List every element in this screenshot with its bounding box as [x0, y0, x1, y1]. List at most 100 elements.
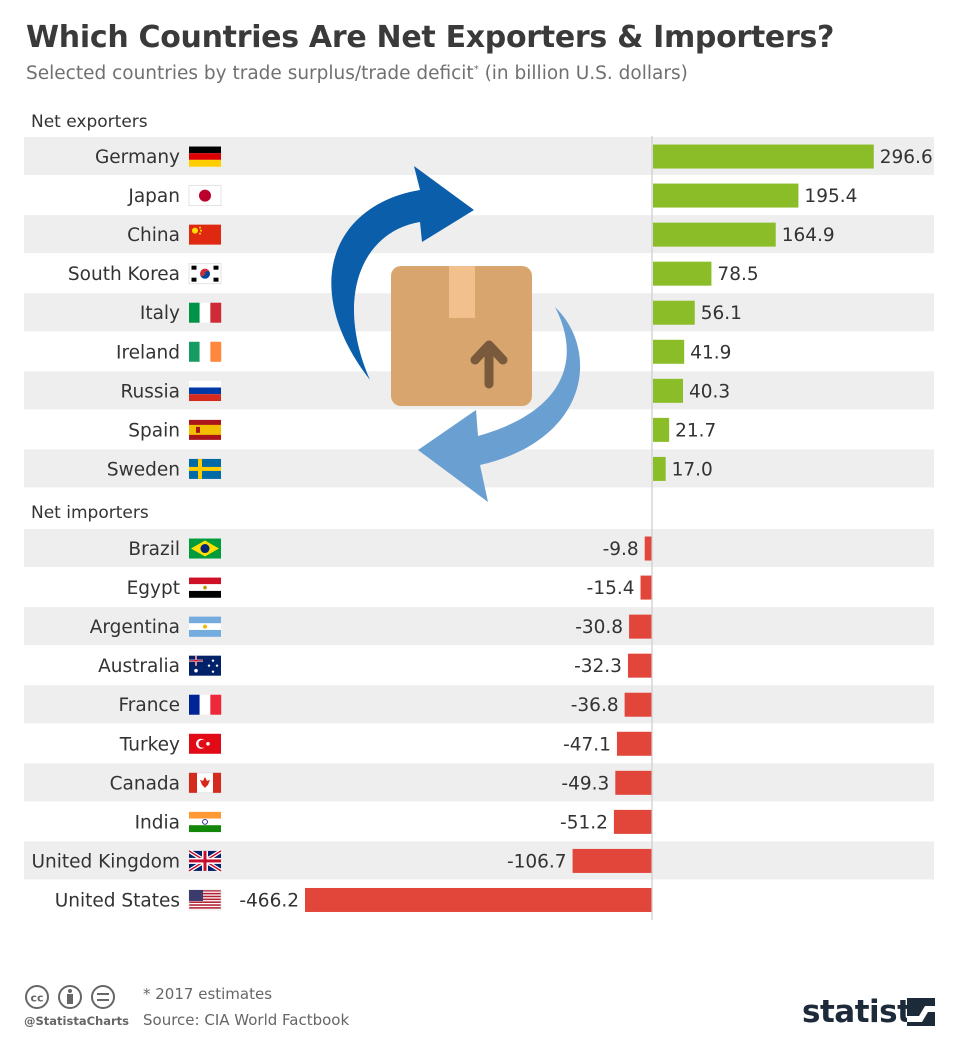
row-stripe: [24, 529, 934, 568]
chart-subtitle: Selected countries by trade surplus/trad…: [26, 63, 688, 84]
footer-handle: @StatistaCharts: [24, 1014, 129, 1028]
bars: [305, 144, 874, 912]
circular-arrow-light-icon: [418, 307, 581, 502]
value-label: 164.9: [782, 225, 835, 246]
south-korea-flag-icon: [188, 263, 222, 285]
row-stripe: [24, 215, 934, 254]
section-label: Net importers: [31, 503, 149, 523]
bar[interactable]: [653, 300, 695, 325]
row-stripe: [24, 763, 934, 802]
category-label: Argentina: [90, 617, 180, 638]
japan-flag-icon: [188, 185, 222, 206]
united-kingdom-flag-icon: [187, 849, 223, 873]
value-label: -47.1: [563, 734, 611, 755]
value-label: -30.8: [575, 617, 623, 638]
russia-flag-icon: [189, 380, 221, 402]
cc-icon: cc: [25, 985, 49, 1009]
argentina-flag-icon: [189, 616, 221, 637]
statista-logo-icon: [907, 998, 935, 1026]
canada-flag-icon: [188, 772, 222, 794]
bar[interactable]: [653, 456, 666, 481]
category-label: India: [135, 812, 180, 833]
attribution-icon: [58, 985, 82, 1009]
value-label: -466.2: [239, 890, 299, 911]
category-label: Russia: [120, 381, 180, 402]
value-label: -9.8: [603, 539, 639, 560]
bar[interactable]: [640, 575, 652, 600]
value-label: -51.2: [560, 812, 608, 833]
china-flag-icon: [189, 224, 221, 245]
value-label: 296.6: [880, 147, 933, 168]
footer-note: * 2017 estimates: [143, 985, 273, 1003]
category-label: Australia: [98, 656, 180, 677]
brazil-flag-icon: [189, 538, 221, 559]
france-flag-icon: [189, 694, 222, 715]
row-stripes: [24, 137, 934, 880]
bar[interactable]: [653, 339, 685, 364]
category-label: United States: [55, 890, 180, 911]
subtitle-footnote-mark: *: [473, 63, 479, 75]
category-label: France: [118, 695, 180, 716]
united-states-flag-icon: [188, 889, 222, 911]
category-label: Japan: [127, 186, 180, 207]
value-label: -49.3: [561, 773, 609, 794]
turkey-flag-icon: [189, 733, 221, 754]
germany-flag-icon: [189, 146, 221, 167]
category-label: Italy: [140, 303, 180, 324]
category-label: Turkey: [119, 734, 180, 755]
footer-source[interactable]: Source: CIA World Factbook: [143, 1011, 350, 1029]
subtitle-text: Selected countries by trade surplus/trad…: [26, 63, 474, 84]
bar[interactable]: [624, 692, 652, 717]
category-label: Egypt: [127, 578, 180, 599]
category-label: Sweden: [107, 459, 180, 480]
chart-title: Which Countries Are Net Exporters & Impo…: [26, 20, 835, 55]
row-stripe: [24, 685, 934, 724]
bar[interactable]: [305, 887, 652, 912]
bar[interactable]: [653, 378, 683, 403]
bar[interactable]: [616, 731, 652, 756]
package-box-icon: [391, 266, 532, 406]
bar[interactable]: [629, 614, 652, 639]
row-stripe: [24, 607, 934, 646]
no-derivatives-icon: [91, 985, 115, 1009]
value-label: 17.0: [672, 459, 713, 480]
row-stripe: [24, 841, 934, 880]
value-label: -36.8: [571, 695, 619, 716]
category-label: Germany: [95, 147, 180, 168]
value-label: -106.7: [507, 851, 567, 872]
bar[interactable]: [653, 222, 776, 247]
bar[interactable]: [627, 653, 652, 678]
bar[interactable]: [653, 183, 799, 208]
australia-flag-icon: [189, 655, 221, 676]
spain-flag-icon: [189, 419, 221, 440]
subtitle-unit: (in billion U.S. dollars): [478, 63, 688, 84]
bar[interactable]: [653, 144, 874, 169]
bar[interactable]: [572, 848, 652, 873]
india-flag-icon: [189, 811, 221, 833]
category-label: South Korea: [68, 264, 180, 285]
trade-illustration: [331, 166, 581, 502]
bar-chart: Net exporters 296.6 Germany 195.4 Japan 164.9…: [24, 112, 934, 920]
category-label: United Kingdom: [32, 851, 181, 872]
italy-flag-icon: [189, 302, 222, 323]
bar[interactable]: [644, 536, 652, 561]
ireland-flag-icon: [189, 341, 222, 362]
bar[interactable]: [615, 770, 652, 795]
bar[interactable]: [613, 809, 652, 834]
category-label: China: [127, 225, 180, 246]
category-label: Canada: [110, 773, 180, 794]
svg-text:cc: cc: [30, 992, 43, 1005]
section-label: Net exporters: [31, 112, 148, 132]
bar[interactable]: [653, 417, 670, 442]
category-label: Spain: [128, 420, 180, 441]
license-icons: cc: [25, 985, 115, 1009]
category-label: Ireland: [116, 342, 180, 363]
category-label: Brazil: [128, 539, 180, 560]
value-label: 21.7: [675, 420, 716, 441]
value-label: -15.4: [587, 578, 635, 599]
labels: Net exporters 296.6 Germany 195.4 Japan 164.9…: [31, 112, 933, 911]
bar[interactable]: [653, 261, 712, 286]
value-label: 195.4: [804, 186, 857, 207]
value-label: -32.3: [574, 656, 622, 677]
value-label: 78.5: [717, 264, 758, 285]
